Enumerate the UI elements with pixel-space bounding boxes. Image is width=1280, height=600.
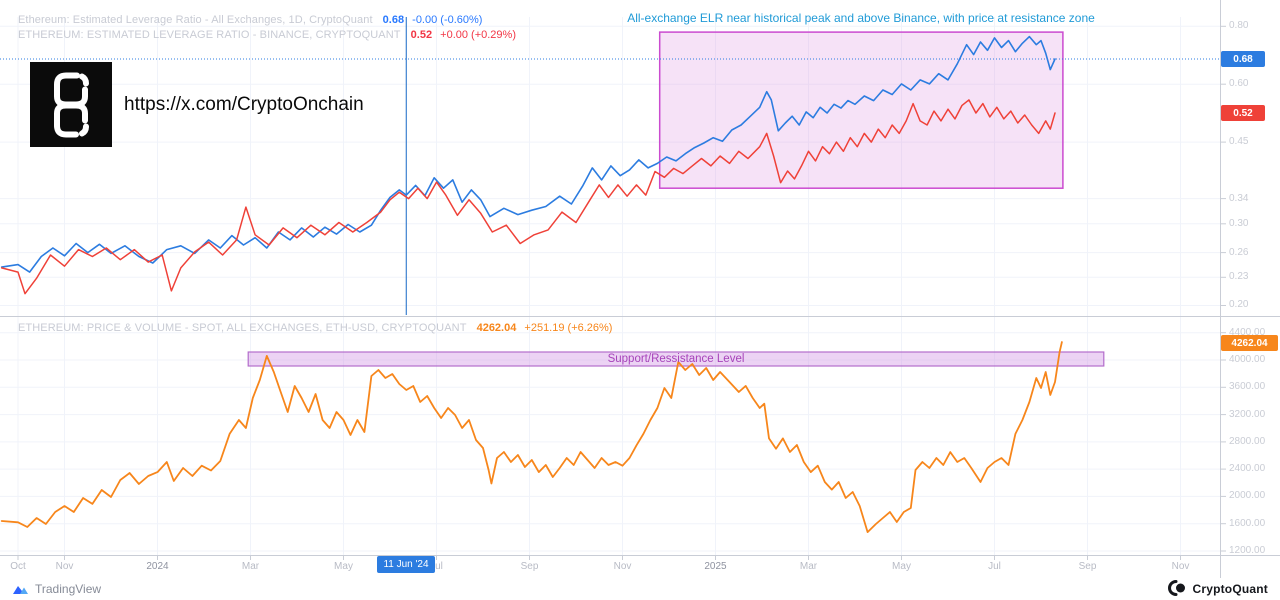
cryptoonchain-chain-icon xyxy=(30,62,112,147)
last-value-badge-price: 4262.04 xyxy=(1221,335,1278,351)
y-axis-tick-label: 4400.00 xyxy=(1229,326,1266,338)
x-axis-tick-label: 2024 xyxy=(146,561,169,572)
tradingview-label: TradingView xyxy=(35,582,102,596)
y-axis-tick-label: 1200.00 xyxy=(1229,544,1266,556)
y-axis-tick-label: 3200.00 xyxy=(1229,408,1266,420)
tradingview-logo-icon xyxy=(12,581,29,598)
x-axis-tick-label: Jul xyxy=(988,561,1001,572)
series-value: 0.52 xyxy=(410,29,433,41)
x-axis-tick-label: Nov xyxy=(55,561,74,572)
y-axis-tick-label: 1600.00 xyxy=(1229,517,1266,529)
y-axis-tick-label: 4000.00 xyxy=(1229,354,1266,365)
y-axis-tick-label: 2000.00 xyxy=(1229,490,1266,502)
y-axis-tick-label: 0.80 xyxy=(1229,20,1249,32)
eth-price-line[interactable] xyxy=(0,341,1063,533)
series-value: 4262.04 xyxy=(476,322,517,334)
x-axis-tick-label: Jul xyxy=(430,561,443,572)
series-change: -0.00 (-0.60%) xyxy=(412,14,483,26)
chart-canvas[interactable] xyxy=(0,0,1280,578)
x-axis-tick-label: May xyxy=(334,561,353,572)
footer: TradingView CryptoQuant xyxy=(0,578,1280,600)
series-title: Ethereum: Estimated Leverage Ratio - All… xyxy=(18,14,373,26)
time-scale[interactable] xyxy=(0,555,1220,578)
x-axis-tick-label: 2025 xyxy=(704,561,727,572)
legend-eth-price[interactable]: ETHEREUM: PRICE & VOLUME - SPOT, ALL EXC… xyxy=(18,322,612,334)
cryptoquant-logo-icon xyxy=(1168,579,1186,599)
y-axis-tick-label: 2800.00 xyxy=(1229,435,1266,447)
support-resistance-band[interactable] xyxy=(247,351,1105,367)
last-value-badge-elr-binance: 0.52 xyxy=(1221,105,1265,121)
support-resistance-label[interactable]: Support/Ressistance Level xyxy=(607,353,745,365)
y-axis-tick-label: 0.30 xyxy=(1229,217,1249,229)
x-axis-tick-label: Nov xyxy=(1171,561,1190,572)
y-axis-tick-label: 0.34 xyxy=(1229,192,1249,204)
x-axis-tick-label: Nov xyxy=(613,561,632,572)
y-axis-tick-label: 2400.00 xyxy=(1229,463,1266,475)
series-change: +0.00 (+0.29%) xyxy=(440,29,516,41)
elr-highlight-box[interactable] xyxy=(658,31,1064,189)
last-value-badge-elr-all: 0.68 xyxy=(1221,51,1265,67)
series-title: ETHEREUM: ESTIMATED LEVERAGE RATIO - BIN… xyxy=(18,29,401,41)
watermark: https://x.com/CryptoOnchain xyxy=(30,62,364,147)
y-axis-tick-label: 3600.00 xyxy=(1229,381,1266,393)
cryptoquant-brand[interactable]: CryptoQuant xyxy=(1168,579,1268,599)
y-axis-tick-label: 0.60 xyxy=(1229,78,1249,90)
series-change: +251.19 (+6.26%) xyxy=(524,322,613,334)
legend-elr-binance[interactable]: ETHEREUM: ESTIMATED LEVERAGE RATIO - BIN… xyxy=(18,29,516,41)
x-axis-tick-label: Mar xyxy=(241,561,260,572)
y-axis-tick-label: 0.23 xyxy=(1229,271,1249,283)
date-badge: 11 Jun '24 xyxy=(377,556,435,573)
y-axis-tick-label: 0.45 xyxy=(1229,136,1249,148)
series-title: ETHEREUM: PRICE & VOLUME - SPOT, ALL EXC… xyxy=(18,322,467,334)
series-value: 0.68 xyxy=(382,14,405,26)
tradingview-brand[interactable]: TradingView xyxy=(12,581,101,598)
x-axis-tick-label: Oct xyxy=(10,561,26,572)
watermark-url: https://x.com/CryptoOnchain xyxy=(124,93,364,115)
cryptoquant-label: CryptoQuant xyxy=(1192,582,1268,596)
elr-binance-line[interactable] xyxy=(0,99,1056,295)
x-axis-tick-label: Sep xyxy=(520,561,539,572)
x-axis-tick-label: Mar xyxy=(799,561,818,572)
legend-elr-all-exchanges[interactable]: Ethereum: Estimated Leverage Ratio - All… xyxy=(18,14,482,26)
y-axis-tick-label: 0.20 xyxy=(1229,299,1249,311)
elr-all-exchanges-line[interactable] xyxy=(0,35,1056,273)
x-axis-tick-label: May xyxy=(892,561,911,572)
y-axis-tick-label: 0.26 xyxy=(1229,246,1249,258)
x-axis-tick-label: Sep xyxy=(1078,561,1097,572)
chart-annotation-text[interactable]: All-exchange ELR near historical peak an… xyxy=(627,11,1095,25)
